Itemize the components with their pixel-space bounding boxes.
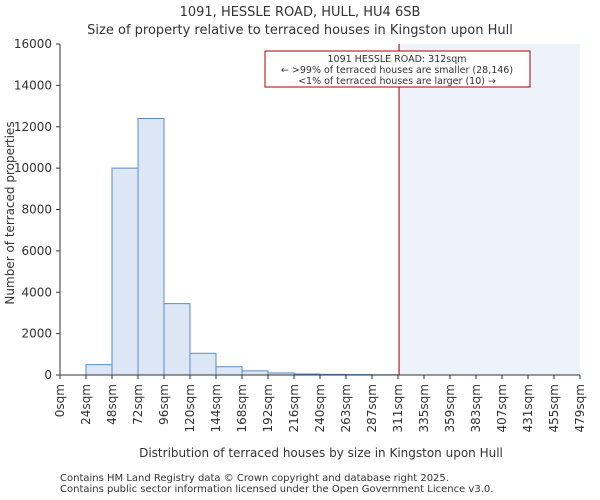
x-tick-label: 144sqm (209, 384, 223, 432)
x-tick-label: 0sqm (53, 384, 67, 417)
x-tick-label: 287sqm (365, 384, 379, 432)
y-axis-label: Number of terraced properties (3, 121, 17, 304)
x-tick-label: 311sqm (391, 384, 405, 432)
x-tick-label: 407sqm (495, 384, 509, 432)
x-tick-label: 120sqm (183, 384, 197, 432)
x-tick-label: 216sqm (287, 384, 301, 432)
x-tick-label: 48sqm (105, 384, 119, 425)
annotation-line-3: <1% of terraced houses are larger (10) → (298, 76, 496, 87)
footer-line-2: Contains public sector information licen… (60, 484, 494, 495)
chart-subtitle: Size of property relative to terraced ho… (87, 23, 513, 38)
x-tick-label: 24sqm (79, 384, 93, 425)
histogram-bar (163, 303, 191, 376)
property-annotation: 1091 HESSLE ROAD: 312sqm ← >99% of terra… (264, 50, 531, 88)
x-tick-label: 192sqm (261, 384, 275, 432)
x-tick-label: 335sqm (417, 384, 431, 432)
histogram-bar (137, 117, 165, 376)
histogram-bar (85, 364, 113, 376)
x-tick-label: 72sqm (131, 384, 145, 425)
y-tick-label: 8000 (21, 203, 52, 217)
x-tick-label: 240sqm (313, 384, 327, 432)
y-tick-label: 4000 (21, 285, 52, 299)
bars-layer (85, 117, 399, 376)
histogram-bar (111, 167, 139, 376)
annotation-line-1: 1091 HESSLE ROAD: 312sqm (327, 54, 466, 65)
annotation-box (264, 50, 531, 88)
y-tick-label: 14000 (14, 78, 52, 92)
y-tick-label: 2000 (21, 327, 52, 341)
annotation-line-2: ← >99% of terraced houses are smaller (2… (281, 65, 513, 76)
x-tick-label: 383sqm (469, 384, 483, 432)
footer-line-1: Contains HM Land Registry data © Crown c… (60, 473, 449, 484)
y-ticks: 0 2000 4000 6000 8000 10000 12000 14000 16000 (14, 37, 60, 382)
y-tick-label: 6000 (21, 244, 52, 258)
x-tick-label: 479sqm (573, 384, 587, 432)
x-tick-label: 263sqm (339, 384, 353, 432)
histogram-bar (215, 366, 243, 376)
x-tick-label: 431sqm (521, 384, 535, 432)
x-tick-label: 359sqm (443, 384, 457, 432)
x-tick-label: 96sqm (157, 384, 171, 425)
histogram-bar (189, 352, 217, 376)
y-tick-label: 0 (44, 368, 52, 382)
x-ticks: 0sqm 24sqm 48sqm 72sqm 96sqm 120sqm 144sqm 168s… (53, 375, 587, 432)
x-tick-label: 455sqm (547, 384, 561, 432)
y-tick-label: 12000 (14, 120, 52, 134)
x-tick-label: 168sqm (235, 384, 249, 432)
larger-region-shading (398, 44, 580, 375)
chart-title: 1091, HESSLE ROAD, HULL, HU4 6SB (180, 5, 421, 20)
y-tick-label: 16000 (14, 37, 52, 51)
y-tick-label: 10000 (14, 161, 52, 175)
x-axis-label: Distribution of terraced houses by size … (139, 446, 503, 460)
histogram-bar (241, 370, 269, 376)
